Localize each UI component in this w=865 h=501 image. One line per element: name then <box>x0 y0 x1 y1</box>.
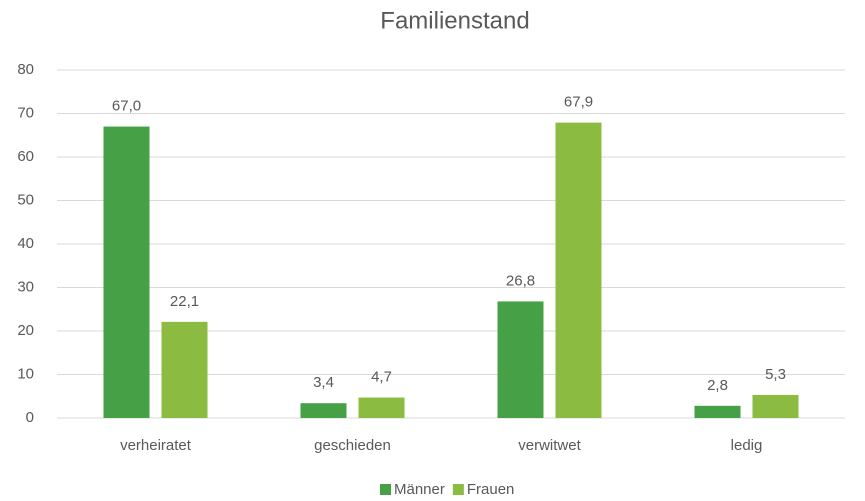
y-tick-label: 10 <box>17 365 34 382</box>
data-label: 2,8 <box>707 377 728 394</box>
legend-swatch <box>380 484 391 495</box>
data-label: 4,7 <box>371 369 392 386</box>
legend-label: Männer <box>394 481 445 498</box>
y-tick-label: 0 <box>26 409 34 426</box>
x-tick-label: geschieden <box>314 437 391 454</box>
y-tick-label: 50 <box>17 191 34 208</box>
bar <box>694 405 741 418</box>
data-label: 67,0 <box>112 98 141 115</box>
x-tick-label: verheiratet <box>120 437 192 454</box>
data-label: 67,9 <box>564 94 593 111</box>
data-label: 22,1 <box>170 293 199 310</box>
data-label: 3,4 <box>313 374 334 391</box>
data-label: 5,3 <box>765 366 786 383</box>
legend-swatch <box>452 484 464 495</box>
bar <box>300 403 347 418</box>
bar <box>497 301 544 418</box>
y-tick-label: 20 <box>17 322 34 339</box>
bar <box>103 126 150 419</box>
bar <box>555 122 602 418</box>
y-tick-label: 80 <box>17 61 34 78</box>
y-tick-label: 40 <box>17 235 34 252</box>
bar <box>752 394 799 418</box>
bar <box>161 321 208 418</box>
chart-title: Familienstand <box>380 7 529 34</box>
data-label: 26,8 <box>506 272 535 289</box>
legend-label: Frauen <box>467 481 515 498</box>
x-tick-label: verwitwet <box>518 437 581 454</box>
bar <box>358 397 405 418</box>
y-tick-label: 30 <box>17 278 34 295</box>
y-tick-label: 70 <box>17 104 34 121</box>
y-tick-label: 60 <box>17 148 34 165</box>
x-tick-label: ledig <box>731 437 763 454</box>
